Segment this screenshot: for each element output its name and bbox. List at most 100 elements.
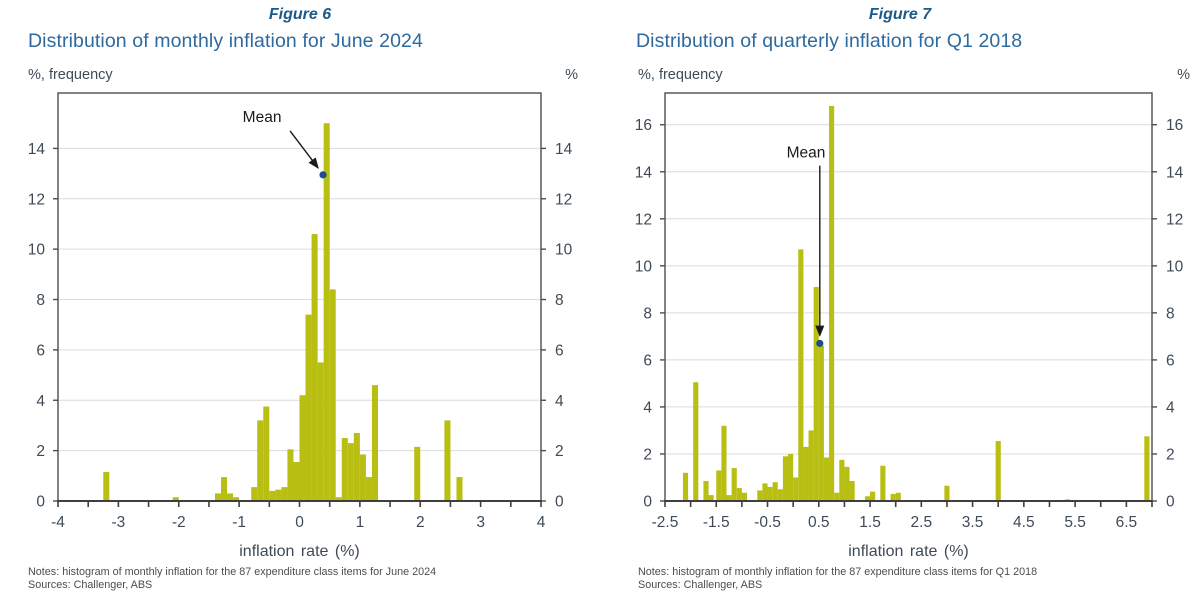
x-tick-label: -2 bbox=[172, 514, 186, 531]
figure-caption: Figure 6 bbox=[268, 6, 332, 23]
histogram-bar bbox=[995, 441, 1001, 501]
histogram-bar bbox=[103, 472, 110, 501]
x-tick-label: 3.5 bbox=[962, 514, 984, 531]
histogram-bar bbox=[788, 453, 794, 501]
histogram-bar bbox=[1144, 436, 1150, 501]
histogram-bar bbox=[359, 454, 366, 501]
histogram-bar bbox=[844, 466, 850, 501]
y-tick-label-left: 16 bbox=[635, 117, 652, 134]
y-tick-label-right: 12 bbox=[1166, 211, 1183, 228]
chart-notes: Notes: histogram of monthly inflation fo… bbox=[638, 566, 1038, 578]
histogram-bar bbox=[371, 385, 378, 501]
histogram-bar bbox=[829, 105, 835, 501]
histogram-bar bbox=[172, 497, 179, 501]
y-tick-label-left: 4 bbox=[643, 399, 652, 416]
histogram-bar bbox=[762, 483, 768, 501]
y-unit-label-left: %, frequency bbox=[638, 67, 723, 83]
histogram-bar bbox=[782, 456, 789, 501]
x-tick-label: 5.5 bbox=[1064, 514, 1086, 531]
histogram-bar bbox=[693, 382, 699, 501]
histogram-bar bbox=[726, 495, 732, 501]
y-tick-label-right: 10 bbox=[555, 242, 573, 259]
y-tick-label-right: 6 bbox=[1166, 352, 1175, 369]
y-tick-label-right: 4 bbox=[555, 393, 564, 410]
histogram-bar bbox=[221, 477, 228, 501]
histogram-bar bbox=[444, 420, 451, 501]
y-unit-label-right: % bbox=[1177, 67, 1190, 83]
mean-marker bbox=[816, 339, 824, 348]
histogram-bar bbox=[834, 492, 840, 501]
histogram-bar bbox=[299, 395, 306, 501]
y-tick-label-right: 6 bbox=[555, 342, 564, 359]
x-tick-label: -0.5 bbox=[754, 514, 781, 531]
histogram-bar bbox=[275, 489, 282, 501]
y-tick-label-right: 0 bbox=[555, 494, 564, 511]
y-tick-label-left: 8 bbox=[643, 305, 652, 322]
histogram-bar bbox=[708, 495, 714, 501]
y-tick-label-left: 12 bbox=[635, 211, 652, 228]
y-tick-label-right: 8 bbox=[555, 292, 564, 309]
x-tick-label: 4 bbox=[537, 514, 546, 531]
histogram-bar bbox=[263, 406, 270, 501]
x-tick-label: -1.5 bbox=[703, 514, 730, 531]
y-tick-label-right: 14 bbox=[555, 141, 573, 158]
histogram-bar bbox=[682, 472, 689, 501]
y-tick-label-right: 14 bbox=[1166, 164, 1184, 181]
histogram-bar bbox=[414, 446, 421, 501]
histogram-bar bbox=[323, 123, 330, 501]
x-tick-label: 4.5 bbox=[1013, 514, 1035, 531]
mean-arrow bbox=[289, 130, 319, 169]
histogram-bar bbox=[721, 425, 727, 501]
histogram-bar bbox=[703, 481, 709, 501]
histogram-bar bbox=[880, 465, 886, 501]
histogram-bar bbox=[757, 490, 763, 501]
figure-panel-6: Figure 6 Distribution of monthly inflati… bbox=[28, 6, 578, 591]
figure-panel-7: Figure 7 Distribution of quarterly infla… bbox=[600, 0, 1200, 600]
histogram-bar bbox=[890, 493, 896, 501]
y-tick-label-left: 10 bbox=[635, 258, 653, 275]
x-axis-title: inflation rate (%) bbox=[848, 543, 969, 560]
mean-label: Mean bbox=[787, 145, 826, 162]
histogram-bars bbox=[682, 105, 1150, 501]
y-tick-label-right: 4 bbox=[1166, 399, 1175, 416]
y-tick-label-left: 14 bbox=[28, 141, 46, 158]
figure-caption: Figure 7 bbox=[868, 6, 932, 23]
x-tick-label: -4 bbox=[51, 514, 65, 531]
x-tick-label: -2.5 bbox=[652, 514, 679, 531]
chart-notes-block: Notes: histogram of monthly inflation fo… bbox=[638, 566, 1037, 592]
y-tick-label-right: 8 bbox=[1166, 305, 1175, 322]
histogram-bar bbox=[777, 489, 783, 501]
y-tick-label-left: 10 bbox=[28, 242, 46, 259]
histogram-bar bbox=[716, 470, 722, 501]
x-tick-label: 1 bbox=[356, 514, 365, 531]
histogram-bar bbox=[233, 497, 240, 501]
chart-sources: Sources: Challenger, ABS bbox=[28, 578, 153, 591]
y-tick-label-left: 4 bbox=[36, 393, 45, 410]
x-tick-label: 2 bbox=[416, 514, 425, 531]
y-tick-label-right: 10 bbox=[1166, 258, 1184, 275]
histogram-bar bbox=[864, 496, 871, 501]
histogram-bar bbox=[813, 287, 819, 501]
histogram-bar bbox=[736, 488, 742, 501]
y-tick-label-left: 2 bbox=[643, 446, 652, 463]
chart-sources: Sources: Challenger, ABS bbox=[638, 578, 763, 591]
y-tick-label-left: 14 bbox=[635, 164, 653, 181]
y-tick-label-left: 6 bbox=[36, 342, 45, 359]
plot-frame bbox=[664, 92, 1153, 502]
x-tick-label: 0.5 bbox=[808, 514, 830, 531]
x-tick-label: 6.5 bbox=[1116, 514, 1138, 531]
y-tick-label-left: 2 bbox=[36, 443, 45, 460]
histogram-bar bbox=[798, 249, 804, 501]
histogram-bar bbox=[269, 490, 276, 501]
histogram-bar bbox=[341, 438, 348, 501]
y-tick-label-right: 16 bbox=[1166, 117, 1183, 134]
histogram-bar bbox=[944, 485, 950, 501]
histogram-bar bbox=[456, 477, 463, 501]
x-tick-label: 0 bbox=[295, 514, 304, 531]
histogram-bar bbox=[251, 487, 258, 501]
y-tick-label-left: 0 bbox=[643, 494, 652, 511]
chart-title: Distribution of quarterly inflation for … bbox=[636, 30, 1023, 52]
histogram-bar bbox=[287, 449, 294, 501]
histogram-bar bbox=[365, 477, 372, 501]
histogram-bar bbox=[823, 457, 830, 501]
